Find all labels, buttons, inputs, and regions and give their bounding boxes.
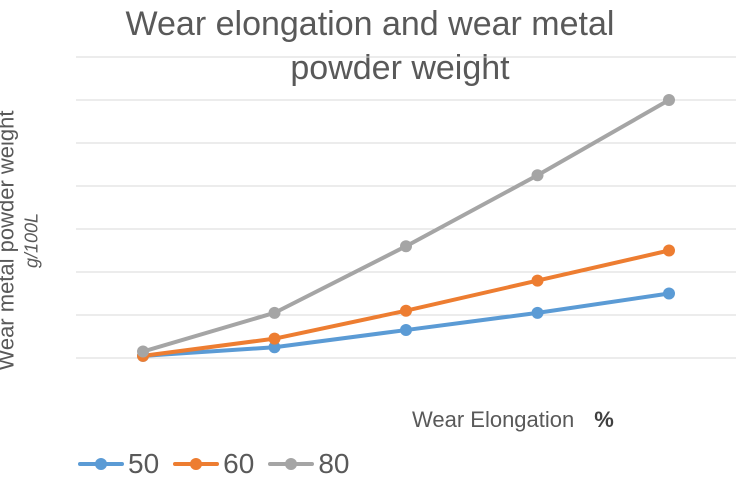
legend-label-60: 60 (223, 448, 255, 479)
x-axis-title: Wear Elongation (412, 407, 575, 432)
legend-label-50: 50 (128, 448, 160, 479)
x-axis-label: Wear Elongation% (412, 407, 614, 433)
data-point-60 (531, 274, 544, 287)
data-point-80 (531, 169, 544, 182)
legend-swatch-80 (268, 454, 315, 474)
data-point-60 (268, 332, 281, 345)
data-point-80 (400, 240, 412, 253)
data-point-50 (663, 287, 675, 300)
x-axis-unit: % (594, 407, 614, 432)
chart-title-line2: powder weight (290, 49, 510, 87)
legend-item-60: 60 (173, 448, 254, 480)
data-point-60 (663, 244, 675, 257)
legend: 50 60 80 (78, 448, 349, 480)
legend-item-50: 50 (78, 448, 159, 480)
data-point-50 (268, 341, 281, 354)
legend-item-80: 80 (268, 448, 349, 480)
data-point-80 (268, 306, 281, 319)
data-point-60 (400, 304, 412, 317)
data-point-80 (137, 345, 149, 358)
data-point-80 (663, 94, 675, 106)
legend-label-80: 80 (318, 448, 350, 479)
legend-swatch-50 (78, 454, 124, 474)
legend-swatch-60 (173, 454, 220, 474)
data-point-50 (400, 324, 412, 337)
chart-title-line1: Wear elongation and wear metal (125, 5, 615, 43)
data-point-50 (531, 306, 544, 319)
